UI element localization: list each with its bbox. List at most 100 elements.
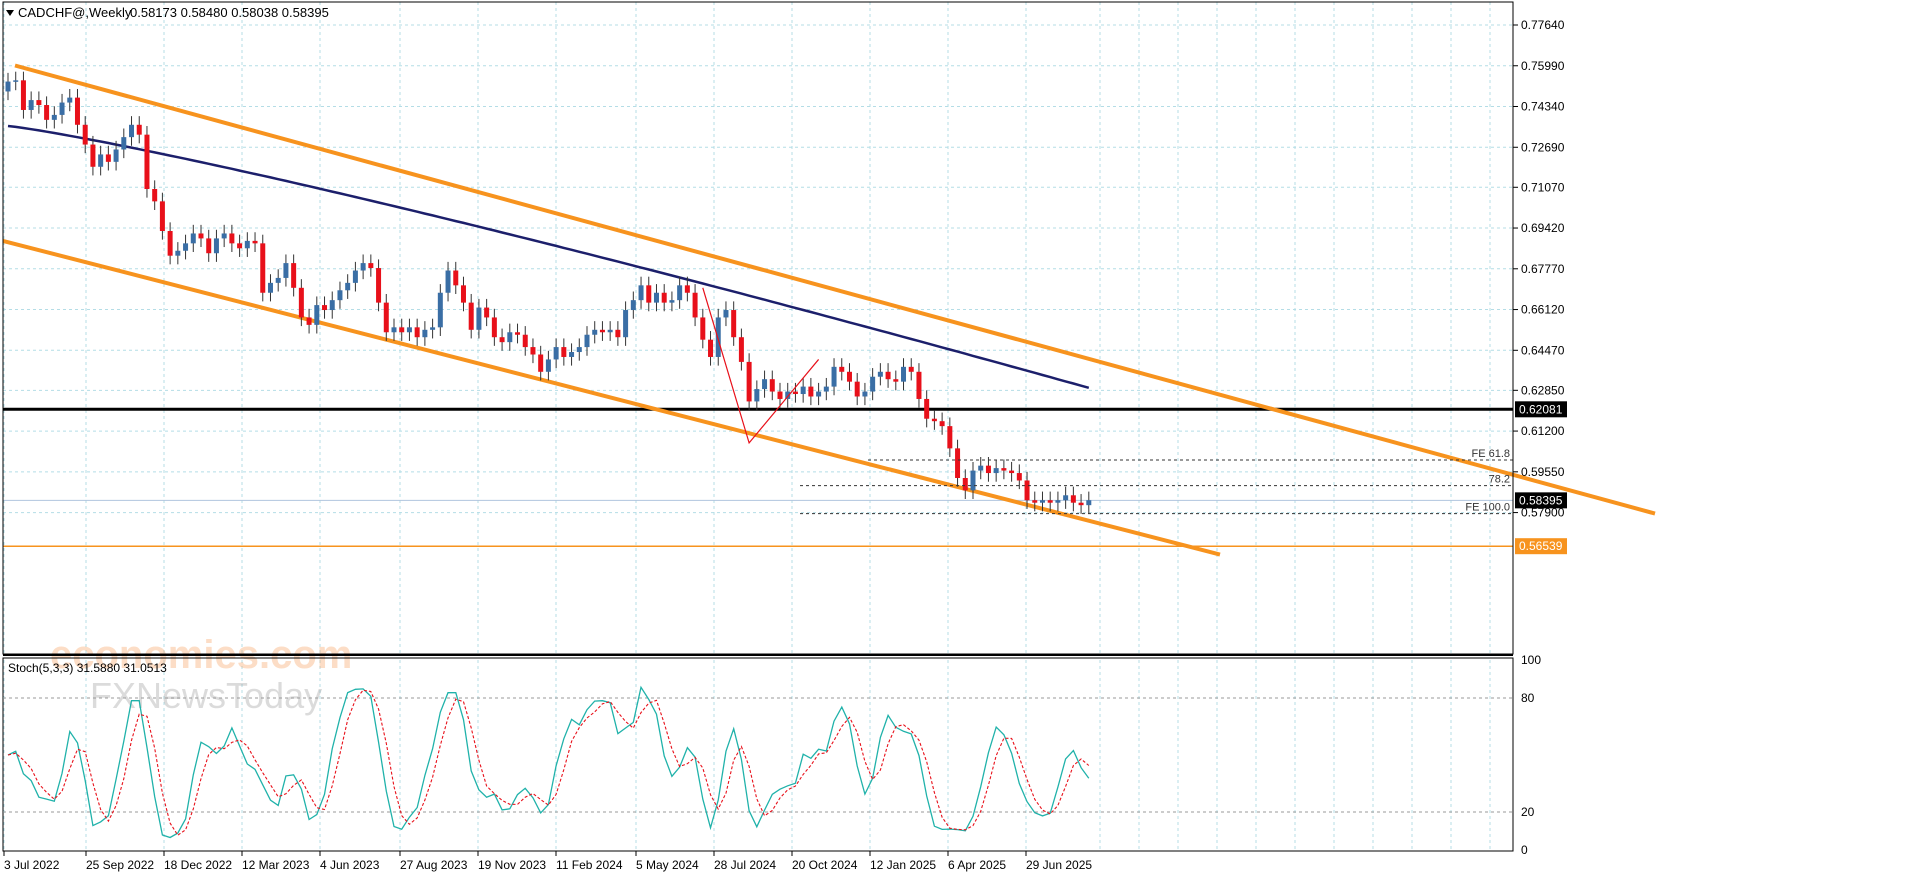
- candle-bull: [345, 282, 351, 291]
- y-tick-label: 0.74340: [1521, 100, 1565, 114]
- candle-bull: [183, 243, 189, 251]
- candle-bull: [877, 371, 883, 377]
- candle-bear: [260, 243, 266, 293]
- candle-bull: [569, 352, 575, 357]
- stoch-tick-label: 0: [1521, 843, 1528, 857]
- fib-label: FE 61.8: [1471, 448, 1510, 460]
- stoch-tick-label: 100: [1521, 653, 1541, 667]
- candle-bull: [422, 329, 428, 338]
- candle-bear: [731, 310, 737, 338]
- x-tick-label: 5 May 2024: [636, 858, 699, 872]
- candle-bear: [368, 263, 374, 269]
- y-tick-label: 0.72690: [1521, 140, 1565, 154]
- candle-bear: [322, 305, 328, 311]
- candle-bull: [190, 233, 196, 244]
- candle-bear: [229, 233, 235, 244]
- candle-bull: [352, 270, 358, 283]
- candle-bull: [901, 366, 907, 382]
- candle-bull: [545, 359, 551, 372]
- candle-bull: [507, 332, 513, 343]
- candle-bull: [98, 154, 104, 167]
- candle-bull: [584, 334, 590, 348]
- candle-bull: [129, 124, 135, 138]
- y-tick-label: 0.59550: [1521, 465, 1565, 479]
- candle-bear: [198, 233, 204, 239]
- moving-average: [7, 124, 1090, 390]
- x-tick-label: 6 Apr 2025: [948, 858, 1006, 872]
- fib-label: FE 100.0: [1465, 502, 1510, 514]
- candle-bear: [298, 287, 304, 318]
- candle-bear: [383, 302, 389, 333]
- y-tick-label: 0.71070: [1521, 180, 1565, 194]
- candle-bull: [5, 81, 11, 92]
- candle-bear: [515, 332, 521, 335]
- candle-bull: [430, 327, 436, 330]
- symbol-title: CADCHF@,Weekly: [18, 5, 132, 20]
- y-tick-label: 0.77640: [1521, 18, 1565, 32]
- candle-bull: [59, 102, 65, 115]
- x-tick-label: 12 Mar 2023: [242, 858, 310, 872]
- x-tick-label: 25 Sep 2022: [86, 858, 154, 872]
- candle-bear: [453, 270, 459, 286]
- stoch-tick-label: 20: [1521, 805, 1535, 819]
- candle-bear: [746, 361, 752, 402]
- candle-bear: [846, 371, 852, 382]
- candle-bull: [553, 347, 559, 360]
- candle-bull: [1086, 500, 1092, 506]
- candle-bull: [623, 310, 629, 338]
- x-tick-label: 4 Jun 2023: [320, 858, 380, 872]
- candle-bear: [924, 398, 930, 419]
- gridlines: [3, 2, 1513, 850]
- candle-bear: [1032, 500, 1038, 503]
- candle-bull: [800, 386, 806, 395]
- dropdown-triangle-icon[interactable]: [6, 10, 14, 16]
- candle-bull: [723, 310, 729, 318]
- stochastic-oscillator: [7, 685, 1090, 839]
- candle-bull: [978, 465, 984, 471]
- ma-line: [7, 124, 1090, 390]
- y-tick-label: 0.62850: [1521, 383, 1565, 397]
- candle-bear: [615, 329, 621, 338]
- candle-bear: [916, 371, 922, 399]
- stoch-panel-frame: [2, 657, 1514, 852]
- candle-bear: [144, 134, 150, 190]
- y-tick-label: 0.64470: [1521, 343, 1565, 357]
- candle-bear: [684, 285, 690, 293]
- candle-bear: [839, 366, 845, 372]
- price-axis: 0.77640 0.75990 0.74340 0.72690 0.71070 0.694…: [1513, 18, 1565, 520]
- candle-bull: [121, 137, 127, 150]
- candle-bull: [823, 386, 829, 392]
- candle-bear: [599, 329, 605, 333]
- candle-bull: [437, 292, 443, 328]
- candle-bear: [1070, 495, 1076, 503]
- candle-bull: [221, 233, 227, 239]
- channel-lower-line: [2, 238, 1221, 557]
- candle-bull: [267, 282, 273, 293]
- x-tick-label: 29 Jun 2025: [1026, 858, 1092, 872]
- candle-bear: [468, 302, 474, 330]
- candle-bear: [538, 354, 544, 372]
- candle-bull: [283, 263, 289, 278]
- candle-bull: [28, 100, 34, 110]
- fibonacci-levels: FE 61.8 78.2 FE 100.0: [800, 448, 1513, 515]
- candle-bull: [754, 389, 760, 402]
- candle-bear: [460, 285, 466, 303]
- candle-bear: [522, 334, 528, 348]
- candle-bear: [291, 263, 297, 288]
- candle-bear: [692, 292, 698, 318]
- candle-bear: [985, 465, 991, 474]
- y-tick-label: 0.67770: [1521, 262, 1565, 276]
- price-label-box: [1515, 492, 1567, 509]
- candle-bull: [329, 300, 335, 311]
- candle-bull: [630, 300, 636, 311]
- zigzag-pattern: [702, 287, 820, 445]
- candle-bull: [677, 285, 683, 301]
- candle-bull: [762, 379, 768, 390]
- candle-bear: [661, 292, 667, 303]
- x-tick-label: 27 Aug 2023: [400, 858, 468, 872]
- price-label-box: [1515, 538, 1567, 555]
- candle-bear: [136, 124, 142, 135]
- candle-bear: [646, 285, 652, 303]
